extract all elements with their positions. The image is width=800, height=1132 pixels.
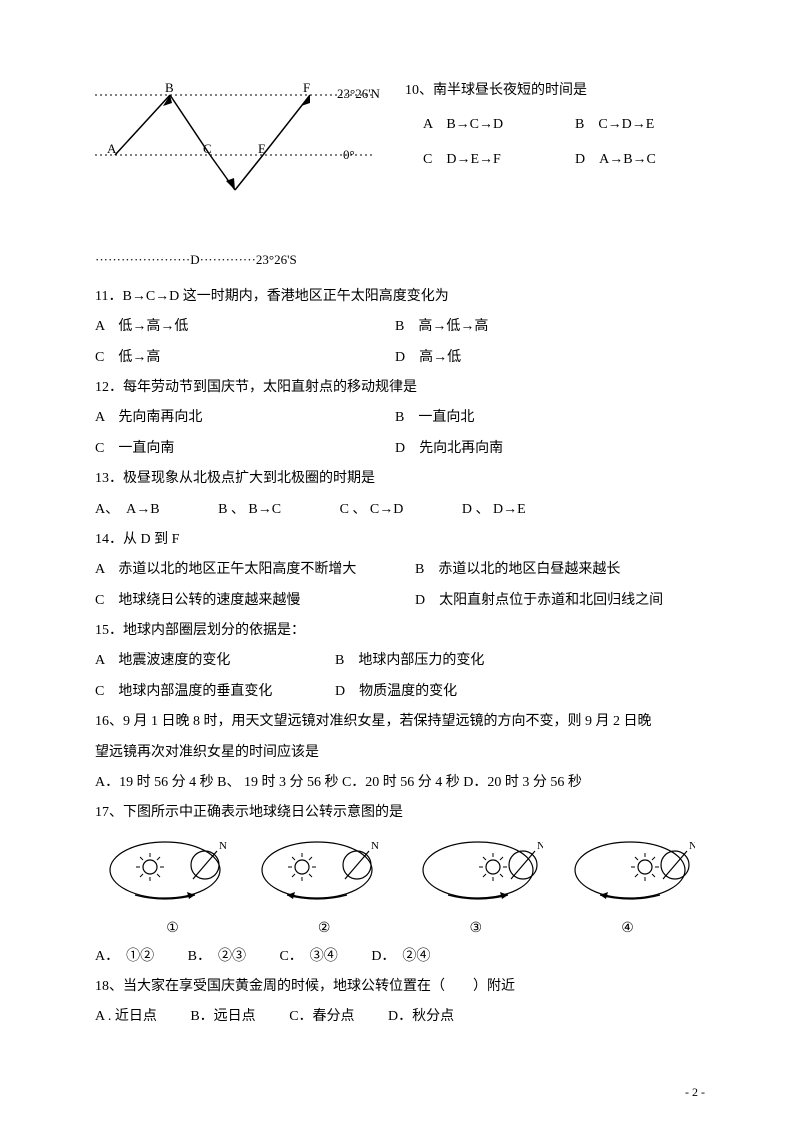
q11-opt-b: B 高→低→高 bbox=[395, 316, 695, 338]
q13-opt-b: B 、 B→C bbox=[218, 499, 281, 521]
q10-opt-c: C D→E→F bbox=[405, 149, 575, 171]
orbit-1-label: ① bbox=[105, 918, 240, 940]
q13-opt-d: D 、 D→E bbox=[462, 499, 526, 521]
orbit-diagrams: N ① N ② N ③ bbox=[95, 835, 705, 941]
svg-text:N: N bbox=[689, 840, 695, 852]
pt-a: A bbox=[107, 141, 117, 156]
svg-text:N: N bbox=[537, 840, 543, 852]
q17-opt-d: D． ②④ bbox=[371, 946, 430, 968]
orbit-1: N ① bbox=[105, 835, 240, 941]
q14-opt-a: A 赤道以北的地区正午太阳高度不断增大 bbox=[95, 559, 415, 581]
q15-opt-c: C 地球内部温度的垂直变化 bbox=[95, 681, 335, 703]
q10-title: 10、南半球昼长夜短的时间是 bbox=[405, 80, 725, 102]
q18-opt-b: B．远日点 bbox=[190, 1006, 255, 1028]
q15-opt-b: B 地球内部压力的变化 bbox=[335, 650, 635, 672]
svg-text:N: N bbox=[219, 840, 227, 852]
zigzag-svg: B F A C E 23°26'N 0° bbox=[95, 80, 395, 210]
q10-opt-b: B C→D→E bbox=[575, 114, 725, 136]
svg-text:N: N bbox=[371, 840, 379, 852]
q13-text: 13．极昼现象从北极点扩大到北极圈的时期是 bbox=[95, 468, 705, 490]
q18-opt-c: C．春分点 bbox=[289, 1006, 354, 1028]
orbit-2-label: ② bbox=[257, 918, 392, 940]
q18-opts: A . 近日点 B．远日点 C．春分点 D．秋分点 bbox=[95, 1006, 705, 1028]
subsolar-diagram: B F A C E 23°26'N 0° 10、南半球昼长夜短的时间是 A B→… bbox=[95, 80, 705, 240]
pt-b: B bbox=[165, 80, 174, 95]
pt-f: F bbox=[303, 80, 310, 95]
q15-text: 15．地球内部圈层划分的依据是： bbox=[95, 620, 705, 642]
q12-opt-c: C 一直向南 bbox=[95, 438, 395, 460]
q12-opt-b: B 一直向北 bbox=[395, 407, 695, 429]
pt-e: E bbox=[258, 141, 266, 156]
q11-text: 11．B→C→D 这一时期内，香港地区正午太阳高度变化为 bbox=[95, 286, 705, 308]
q17-opt-a: A． ①② bbox=[95, 946, 154, 968]
pt-c: C bbox=[203, 141, 212, 156]
lbl-0: 0° bbox=[343, 147, 355, 162]
orbit-4: N ④ bbox=[560, 835, 695, 941]
q17-opt-b: B． ②③ bbox=[188, 946, 246, 968]
q17-text: 17、下图所示中正确表示地球绕日公转示意图的是 bbox=[95, 802, 705, 824]
q15-opt-d: D 物质温度的变化 bbox=[335, 681, 635, 703]
q12-opt-d: D 先向北再向南 bbox=[395, 438, 695, 460]
q18-opt-a: A . 近日点 bbox=[95, 1006, 157, 1028]
page-number: - 2 - bbox=[685, 1083, 705, 1102]
q10: 10、南半球昼长夜短的时间是 A B→C→D B C→D→E C D→E→F D… bbox=[405, 80, 725, 183]
dotted-d-line: ······················D·············23°2… bbox=[95, 250, 705, 271]
q17-opts: A． ①② B． ②③ C． ③④ D． ②④ bbox=[95, 946, 705, 968]
orbit-2: N ② bbox=[257, 835, 392, 941]
q11-opt-a: A 低→高→低 bbox=[95, 316, 395, 338]
q18-text: 18、当大家在享受国庆黄金周的时候，地球公转位置在（ ）附近 bbox=[95, 976, 705, 998]
q12-opt-a: A 先向南再向北 bbox=[95, 407, 395, 429]
q11-opt-c: C 低→高 bbox=[95, 347, 395, 369]
q10-opt-d: D A→B→C bbox=[575, 149, 725, 171]
q15-opt-a: A 地震波速度的变化 bbox=[95, 650, 335, 672]
q17-opt-c: C． ③④ bbox=[279, 946, 337, 968]
q14-opt-c: C 地球绕日公转的速度越来越慢 bbox=[95, 590, 415, 612]
q16-line1: 16、9 月 1 日晚 8 时，用天文望远镜对准织女星，若保持望远镜的方向不变，… bbox=[95, 711, 705, 733]
q16-opts: A．19 时 56 分 4 秒 B、 19 时 3 分 56 秒 C．20 时 … bbox=[95, 772, 705, 794]
q14-text: 14．从 D 到 F bbox=[95, 529, 705, 551]
q12-text: 12．每年劳动节到国庆节，太阳直射点的移动规律是 bbox=[95, 377, 705, 399]
orbit-3-label: ③ bbox=[408, 918, 543, 940]
q13-opt-a: A、 A→B bbox=[95, 499, 160, 521]
q14-opt-b: B 赤道以北的地区白昼越来越长 bbox=[415, 559, 715, 581]
q13-opt-c: C 、 C→D bbox=[340, 499, 404, 521]
q14-opt-d: D 太阳直射点位于赤道和北回归线之间 bbox=[415, 590, 715, 612]
lbl-n: 23°26'N bbox=[337, 86, 381, 101]
q18-opt-d: D．秋分点 bbox=[388, 1006, 454, 1028]
orbit-3: N ③ bbox=[408, 835, 543, 941]
q11-opt-d: D 高→低 bbox=[395, 347, 695, 369]
q13-opts: A、 A→B B 、 B→C C 、 C→D D 、 D→E bbox=[95, 499, 705, 521]
q10-opt-a: A B→C→D bbox=[405, 114, 575, 136]
q16-line2: 望远镜再次对准织女星的时间应该是 bbox=[95, 742, 705, 764]
orbit-4-label: ④ bbox=[560, 918, 695, 940]
